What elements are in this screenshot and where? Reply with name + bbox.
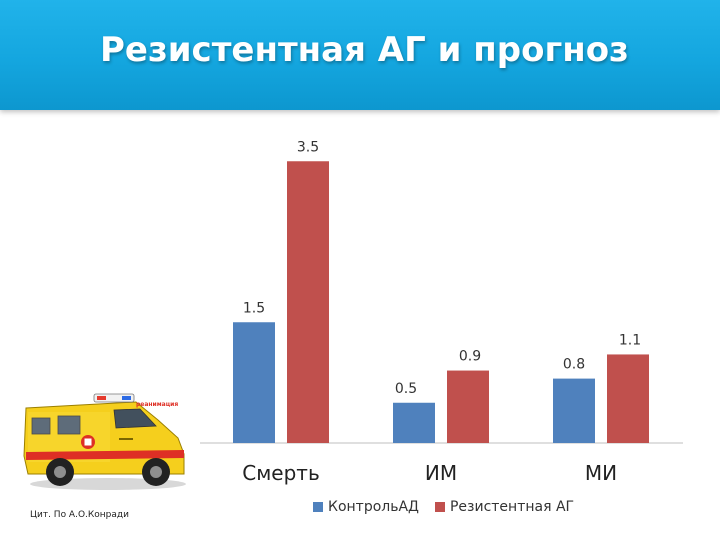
ambulance-rear-window bbox=[31, 417, 51, 435]
bar-resistant-0 bbox=[287, 161, 329, 443]
bar-control-2 bbox=[553, 378, 595, 443]
ambulance-front-hub bbox=[150, 466, 162, 478]
legend-swatch-resistant bbox=[434, 502, 445, 512]
ambulance-roof-text: реанимация bbox=[136, 401, 178, 408]
ambulance-light-right bbox=[122, 396, 131, 400]
data-label-resistant-2: 1.1 bbox=[619, 332, 641, 348]
bar-control-1 bbox=[393, 402, 435, 443]
data-label-resistant-1: 0.9 bbox=[459, 349, 481, 365]
data-label-control-0: 1.5 bbox=[243, 300, 265, 316]
ambulance-image: реанимация bbox=[23, 393, 186, 490]
bar-chart: 1.5 3.5 Смерть 0.5 0.9 ИМ 0.8 1.1 МИ bbox=[200, 139, 683, 485]
legend-item-resistant: Резистентная АГ bbox=[434, 499, 575, 515]
slide-header: Резистентная АГ и прогноз bbox=[0, 0, 720, 110]
bar-resistant-2 bbox=[607, 354, 649, 443]
ambulance-side-window bbox=[57, 415, 81, 435]
slide-title: Резистентная АГ и прогноз bbox=[100, 30, 629, 70]
chart-legend: КонтрольАД Резистентная АГ bbox=[313, 499, 574, 515]
legend-label-control: КонтрольАД bbox=[328, 499, 419, 515]
bar-resistant-1 bbox=[447, 370, 489, 443]
source-note: Цит. По А.О.Конради bbox=[30, 510, 129, 520]
ambulance-front-window bbox=[113, 408, 157, 429]
category-label-0: Смерть bbox=[242, 461, 320, 485]
ambulance-rear-hub bbox=[54, 466, 66, 478]
data-label-control-1: 0.5 bbox=[395, 381, 417, 397]
ambulance-red-stripe bbox=[26, 450, 184, 460]
data-label-resistant-0: 3.5 bbox=[297, 139, 319, 155]
legend-label-resistant: Резистентная АГ bbox=[449, 499, 575, 515]
legend-item-control: КонтрольАД bbox=[313, 499, 419, 515]
legend-swatch-control bbox=[313, 502, 323, 512]
chart-area: 1.5 3.5 Смерть 0.5 0.9 ИМ 0.8 1.1 МИ КонтрольАД … bbox=[0, 110, 720, 540]
bar-control-0 bbox=[233, 322, 275, 443]
ambulance-cross-center bbox=[84, 438, 92, 446]
category-label-2: МИ bbox=[585, 461, 617, 485]
data-label-control-2: 0.8 bbox=[563, 357, 585, 373]
ambulance-door-handle bbox=[119, 438, 133, 440]
category-label-1: ИМ bbox=[425, 461, 457, 485]
ambulance-light-left bbox=[97, 396, 106, 400]
